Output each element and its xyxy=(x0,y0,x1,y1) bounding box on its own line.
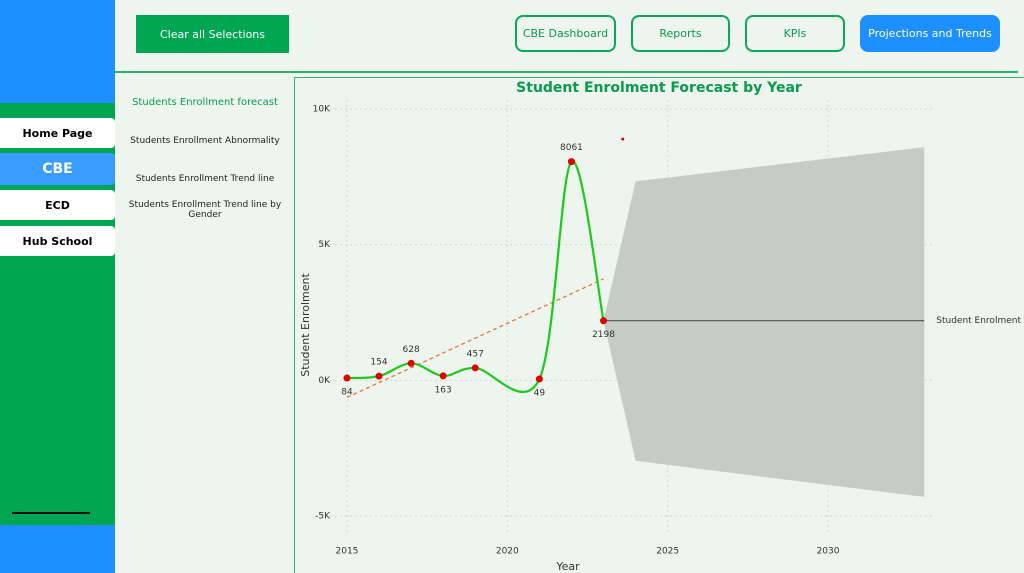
y-tick-label: 10K xyxy=(313,105,331,115)
data-point xyxy=(343,374,351,382)
y-tick-label: 0K xyxy=(318,376,331,386)
divider xyxy=(12,512,90,514)
x-tick-label: 2020 xyxy=(496,547,519,557)
sidebar-bottom xyxy=(0,525,115,573)
clear-button[interactable]: Clear all Selections xyxy=(136,15,289,53)
header-rule xyxy=(115,71,1018,73)
nav-button[interactable]: ECD xyxy=(0,190,115,220)
data-label: 49 xyxy=(534,389,546,399)
tab-button[interactable]: Reports xyxy=(631,15,730,52)
nav-button[interactable]: Hub School xyxy=(0,226,115,256)
y-axis-label: Student Enrolment xyxy=(299,273,312,377)
menu-item[interactable]: Students Enrollment Trend line xyxy=(135,174,275,184)
data-label: 2198 xyxy=(592,330,615,340)
nav-button[interactable]: CBE xyxy=(0,153,115,185)
tab-button[interactable]: Projections and Trends xyxy=(860,15,1000,52)
data-point xyxy=(471,364,479,372)
anomaly-marker xyxy=(621,137,625,141)
y-tick-label: 5K xyxy=(318,240,331,250)
menu-item[interactable]: Students Enrollment forecast xyxy=(132,97,278,108)
data-label: 84 xyxy=(341,388,353,398)
x-axis-label: Year xyxy=(555,560,580,573)
data-point xyxy=(535,375,543,383)
data-label: 457 xyxy=(467,349,484,359)
x-tick-label: 2015 xyxy=(336,547,359,557)
sidebar-top xyxy=(0,0,115,103)
data-point xyxy=(600,317,608,325)
trend-line xyxy=(346,278,604,399)
forecast-label: Student Enrolment xyxy=(936,316,1021,326)
tab-button[interactable]: KPIs xyxy=(745,15,845,52)
data-label: 163 xyxy=(435,385,452,395)
chart-title: Student Enrolment Forecast by Year xyxy=(516,80,802,96)
data-point xyxy=(567,158,575,166)
chart-panel xyxy=(294,77,1024,573)
menu-item[interactable]: Students Enrollment Trend line by Gender xyxy=(128,200,282,220)
data-label: 154 xyxy=(370,358,387,368)
data-label: 628 xyxy=(403,345,420,355)
nav-button[interactable]: Home Page xyxy=(0,118,115,148)
data-point xyxy=(375,372,383,380)
tab-button[interactable]: CBE Dashboard xyxy=(515,15,616,52)
chart: Student Enrolment Forecast by Year Year … xyxy=(299,80,1021,573)
data-label: 8061 xyxy=(560,143,583,153)
x-tick-label: 2030 xyxy=(817,547,840,557)
data-point xyxy=(439,372,447,380)
x-tick-label: 2025 xyxy=(656,547,679,557)
forecast-band xyxy=(603,147,925,497)
y-tick-label: -5K xyxy=(315,512,331,522)
menu-item[interactable]: Students Enrollment Abnormality xyxy=(130,136,280,146)
data-point xyxy=(407,359,415,367)
